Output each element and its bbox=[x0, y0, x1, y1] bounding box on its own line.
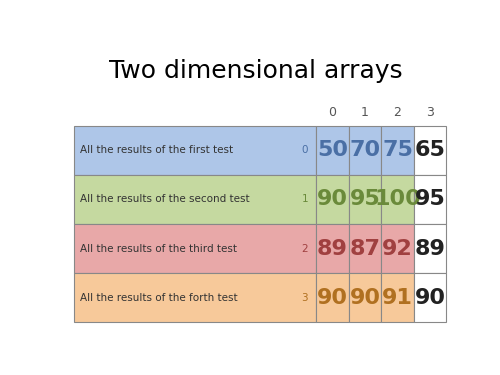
Text: 1: 1 bbox=[302, 195, 308, 204]
Text: 90: 90 bbox=[414, 288, 446, 308]
Text: 50: 50 bbox=[317, 140, 348, 160]
Bar bbox=[381, 126, 414, 175]
Text: 89: 89 bbox=[414, 238, 446, 259]
Text: 0: 0 bbox=[302, 146, 308, 155]
Text: 70: 70 bbox=[350, 140, 380, 160]
Bar bbox=[414, 175, 446, 224]
Text: 87: 87 bbox=[350, 238, 380, 259]
Text: 91: 91 bbox=[382, 288, 413, 308]
Text: 95: 95 bbox=[414, 189, 446, 210]
Text: 65: 65 bbox=[414, 140, 446, 160]
Bar bbox=[349, 224, 381, 273]
Bar bbox=[349, 273, 381, 322]
Text: 3: 3 bbox=[302, 292, 308, 303]
Text: 2: 2 bbox=[394, 106, 402, 119]
Bar bbox=[349, 175, 381, 224]
Text: 3: 3 bbox=[426, 106, 434, 119]
Text: 90: 90 bbox=[317, 189, 348, 210]
Text: All the results of the first test: All the results of the first test bbox=[80, 146, 233, 155]
Text: 1: 1 bbox=[361, 106, 369, 119]
Bar bbox=[381, 273, 414, 322]
Text: 92: 92 bbox=[382, 238, 413, 259]
Text: 89: 89 bbox=[317, 238, 348, 259]
Text: 90: 90 bbox=[350, 288, 380, 308]
Bar bbox=[74, 224, 316, 273]
Text: Two dimensional arrays: Two dimensional arrays bbox=[110, 59, 403, 83]
Text: 0: 0 bbox=[328, 106, 336, 119]
Bar bbox=[414, 224, 446, 273]
Bar bbox=[316, 175, 349, 224]
Bar bbox=[381, 224, 414, 273]
Text: All the results of the second test: All the results of the second test bbox=[80, 195, 249, 204]
Bar bbox=[74, 273, 316, 322]
Bar bbox=[414, 273, 446, 322]
Bar bbox=[414, 126, 446, 175]
Bar bbox=[74, 175, 316, 224]
Text: 75: 75 bbox=[382, 140, 413, 160]
Bar bbox=[316, 273, 349, 322]
Text: 2: 2 bbox=[302, 244, 308, 254]
Bar bbox=[316, 224, 349, 273]
Bar bbox=[381, 175, 414, 224]
Text: All the results of the third test: All the results of the third test bbox=[80, 244, 237, 254]
Text: 100: 100 bbox=[374, 189, 421, 210]
Bar bbox=[74, 126, 316, 175]
Text: 90: 90 bbox=[317, 288, 348, 308]
Bar bbox=[349, 126, 381, 175]
Text: 95: 95 bbox=[350, 189, 380, 210]
Text: All the results of the forth test: All the results of the forth test bbox=[80, 292, 237, 303]
Bar bbox=[316, 126, 349, 175]
